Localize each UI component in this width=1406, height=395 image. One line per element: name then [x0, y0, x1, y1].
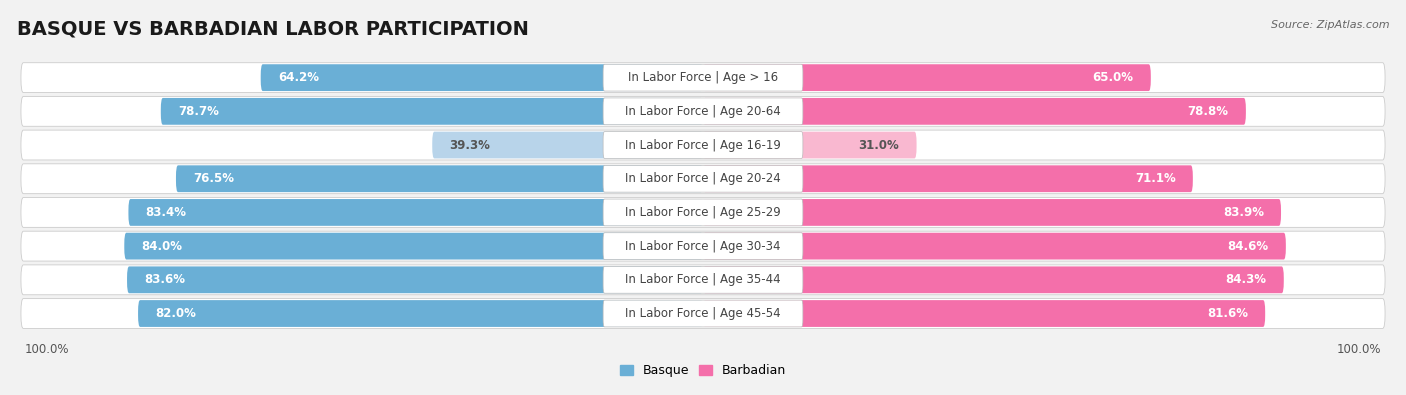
FancyBboxPatch shape: [603, 233, 803, 260]
FancyBboxPatch shape: [128, 199, 703, 226]
FancyBboxPatch shape: [703, 132, 917, 158]
Text: 78.7%: 78.7%: [179, 105, 219, 118]
FancyBboxPatch shape: [603, 64, 803, 91]
FancyBboxPatch shape: [127, 266, 703, 293]
Text: In Labor Force | Age 30-34: In Labor Force | Age 30-34: [626, 240, 780, 253]
FancyBboxPatch shape: [603, 300, 803, 327]
FancyBboxPatch shape: [703, 266, 1284, 293]
FancyBboxPatch shape: [603, 166, 803, 192]
FancyBboxPatch shape: [703, 64, 1152, 91]
FancyBboxPatch shape: [176, 166, 703, 192]
FancyBboxPatch shape: [21, 299, 1385, 329]
Text: In Labor Force | Age 25-29: In Labor Force | Age 25-29: [626, 206, 780, 219]
Text: In Labor Force | Age 20-64: In Labor Force | Age 20-64: [626, 105, 780, 118]
FancyBboxPatch shape: [703, 166, 1192, 192]
FancyBboxPatch shape: [138, 300, 703, 327]
Text: 100.0%: 100.0%: [1337, 343, 1382, 356]
Text: In Labor Force | Age 45-54: In Labor Force | Age 45-54: [626, 307, 780, 320]
FancyBboxPatch shape: [21, 164, 1385, 194]
Text: 82.0%: 82.0%: [155, 307, 197, 320]
Text: 84.6%: 84.6%: [1227, 240, 1268, 253]
Text: 83.9%: 83.9%: [1223, 206, 1264, 219]
FancyBboxPatch shape: [703, 199, 1281, 226]
FancyBboxPatch shape: [21, 198, 1385, 228]
FancyBboxPatch shape: [21, 231, 1385, 261]
Text: 78.8%: 78.8%: [1188, 105, 1229, 118]
FancyBboxPatch shape: [21, 63, 1385, 92]
Text: 83.4%: 83.4%: [146, 206, 187, 219]
Text: 71.1%: 71.1%: [1135, 172, 1175, 185]
Legend: Basque, Barbadian: Basque, Barbadian: [620, 364, 786, 377]
FancyBboxPatch shape: [21, 96, 1385, 126]
Text: 83.6%: 83.6%: [145, 273, 186, 286]
FancyBboxPatch shape: [124, 233, 703, 260]
FancyBboxPatch shape: [603, 199, 803, 226]
Text: In Labor Force | Age > 16: In Labor Force | Age > 16: [628, 71, 778, 84]
FancyBboxPatch shape: [432, 132, 703, 158]
Text: 84.3%: 84.3%: [1226, 273, 1267, 286]
Text: In Labor Force | Age 16-19: In Labor Force | Age 16-19: [626, 139, 780, 152]
Text: Source: ZipAtlas.com: Source: ZipAtlas.com: [1271, 20, 1389, 30]
FancyBboxPatch shape: [21, 130, 1385, 160]
FancyBboxPatch shape: [160, 98, 703, 125]
FancyBboxPatch shape: [260, 64, 703, 91]
Text: 84.0%: 84.0%: [142, 240, 183, 253]
Text: 81.6%: 81.6%: [1206, 307, 1249, 320]
FancyBboxPatch shape: [603, 266, 803, 293]
Text: 76.5%: 76.5%: [193, 172, 235, 185]
FancyBboxPatch shape: [603, 132, 803, 158]
Text: 31.0%: 31.0%: [859, 139, 900, 152]
Text: In Labor Force | Age 35-44: In Labor Force | Age 35-44: [626, 273, 780, 286]
FancyBboxPatch shape: [21, 265, 1385, 295]
Text: In Labor Force | Age 20-24: In Labor Force | Age 20-24: [626, 172, 780, 185]
Text: BASQUE VS BARBADIAN LABOR PARTICIPATION: BASQUE VS BARBADIAN LABOR PARTICIPATION: [17, 20, 529, 39]
Text: 39.3%: 39.3%: [450, 139, 491, 152]
FancyBboxPatch shape: [703, 233, 1286, 260]
FancyBboxPatch shape: [703, 98, 1246, 125]
Text: 100.0%: 100.0%: [24, 343, 69, 356]
Text: 65.0%: 65.0%: [1092, 71, 1133, 84]
Text: 64.2%: 64.2%: [278, 71, 319, 84]
FancyBboxPatch shape: [703, 300, 1265, 327]
FancyBboxPatch shape: [603, 98, 803, 125]
